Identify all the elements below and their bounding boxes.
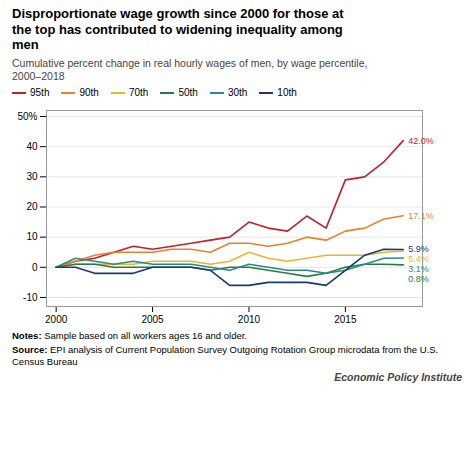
html-text:90th: 90th	[79, 87, 99, 98]
svg-text:10: 10	[26, 231, 38, 242]
svg-text:2000: 2000	[45, 314, 68, 325]
html-text:95th: 95th	[30, 87, 50, 98]
svg-text:2005: 2005	[141, 314, 164, 325]
html-text:Notes: Sample based on all wor: Notes: Sample based on all workers ages …	[12, 330, 247, 341]
html-text:Disproportionate wage growth s: Disproportionate wage growth since 2000 …	[12, 6, 344, 53]
html-text:50th: 50th	[178, 87, 198, 98]
svg-text:40: 40	[26, 141, 38, 152]
html-text:10th: 10th	[277, 87, 297, 98]
html-text:70th: 70th	[128, 87, 149, 98]
svg-text:17.1%: 17.1%	[408, 211, 434, 221]
svg-text:-10: -10	[23, 292, 38, 303]
html-text:Economic Policy Institute: Economic Policy Institute	[334, 370, 462, 383]
svg-text:50%: 50%	[17, 111, 37, 122]
svg-text:30: 30	[26, 171, 38, 182]
html-text:Source: EPI analysis of Curren: Source: EPI analysis of Current Populati…	[12, 343, 439, 367]
svg-text:2015: 2015	[334, 314, 357, 325]
svg-text:2010: 2010	[238, 314, 261, 325]
html-text:Cumulative percent change in r: Cumulative percent change in real hourly…	[12, 56, 368, 82]
svg-text:0.8%: 0.8%	[408, 274, 429, 284]
svg-text:0: 0	[32, 262, 38, 273]
svg-text:20: 20	[26, 201, 38, 212]
svg-text:3.1%: 3.1%	[408, 264, 429, 274]
html-text:30th: 30th	[227, 87, 248, 98]
svg-text:5.9%: 5.9%	[408, 244, 429, 254]
svg-text:42.0%: 42.0%	[408, 136, 434, 146]
svg-text:5.4%: 5.4%	[408, 254, 429, 264]
